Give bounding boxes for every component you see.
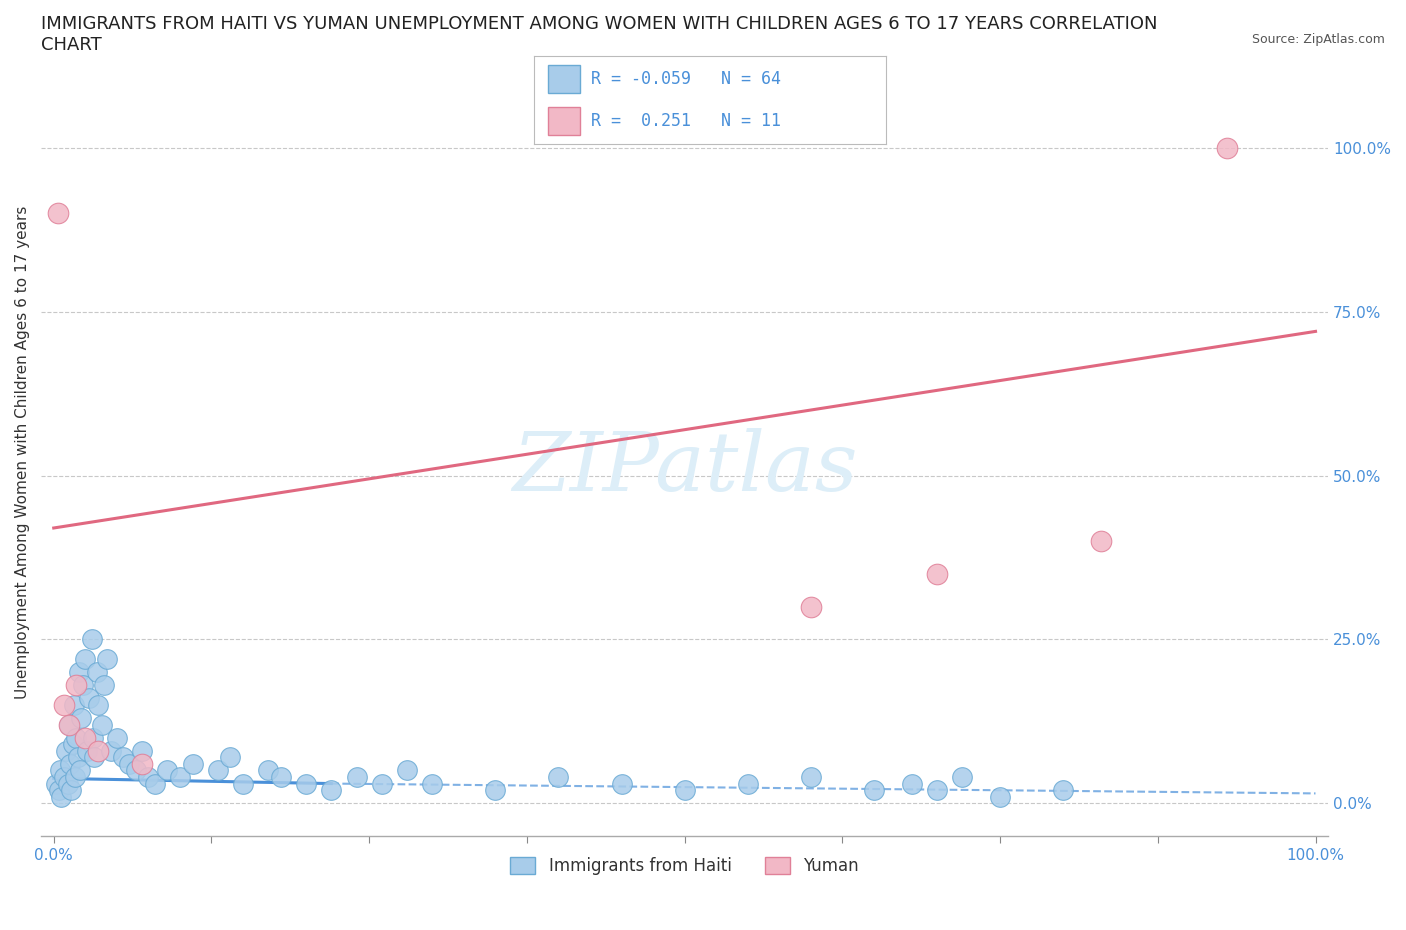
Point xyxy=(86,665,108,680)
FancyBboxPatch shape xyxy=(548,107,581,136)
Point xyxy=(72,678,94,693)
Point xyxy=(59,756,82,771)
Point xyxy=(105,730,128,745)
Point xyxy=(800,770,823,785)
Point xyxy=(58,717,80,732)
Point xyxy=(46,206,69,220)
Point xyxy=(93,678,115,693)
Point xyxy=(371,777,394,791)
Point xyxy=(181,756,204,771)
Point xyxy=(83,750,105,764)
Point xyxy=(925,783,948,798)
Point xyxy=(63,698,86,712)
Point xyxy=(232,777,254,791)
Point xyxy=(346,770,368,785)
FancyBboxPatch shape xyxy=(548,65,581,93)
Point xyxy=(988,790,1011,804)
Point xyxy=(51,790,73,804)
Point xyxy=(56,777,79,791)
Point xyxy=(1052,783,1074,798)
Point xyxy=(65,730,87,745)
Point xyxy=(52,698,75,712)
Point xyxy=(66,750,89,764)
Point xyxy=(925,566,948,581)
Point xyxy=(737,777,759,791)
Point xyxy=(1090,534,1112,549)
Point xyxy=(131,743,153,758)
Text: R =  0.251   N = 11: R = 0.251 N = 11 xyxy=(591,113,780,130)
Point xyxy=(49,763,72,777)
Point xyxy=(610,777,633,791)
Point xyxy=(900,777,922,791)
Point xyxy=(257,763,280,777)
Point xyxy=(90,717,112,732)
Point xyxy=(863,783,886,798)
Text: R = -0.059   N = 64: R = -0.059 N = 64 xyxy=(591,70,780,87)
Point xyxy=(950,770,973,785)
Point xyxy=(547,770,569,785)
Point xyxy=(45,777,67,791)
Point xyxy=(96,652,118,667)
Point xyxy=(125,763,148,777)
Point xyxy=(76,743,98,758)
Text: ZIPatlas: ZIPatlas xyxy=(512,428,858,508)
Point xyxy=(800,599,823,614)
Point xyxy=(82,730,104,745)
Point xyxy=(131,756,153,771)
Point xyxy=(112,750,135,764)
Point xyxy=(80,632,103,647)
Point xyxy=(156,763,179,777)
Point xyxy=(69,763,91,777)
Point xyxy=(58,717,80,732)
Legend: Immigrants from Haiti, Yuman: Immigrants from Haiti, Yuman xyxy=(503,850,866,882)
Point xyxy=(295,777,318,791)
Point xyxy=(52,770,75,785)
Point xyxy=(673,783,696,798)
Point xyxy=(118,756,141,771)
Point xyxy=(87,698,110,712)
Point xyxy=(420,777,443,791)
Point xyxy=(60,783,83,798)
Point xyxy=(100,743,122,758)
Point xyxy=(321,783,343,798)
Point xyxy=(77,691,100,706)
Point xyxy=(55,743,77,758)
Text: Source: ZipAtlas.com: Source: ZipAtlas.com xyxy=(1251,33,1385,46)
Point xyxy=(87,743,110,758)
Text: IMMIGRANTS FROM HAITI VS YUMAN UNEMPLOYMENT AMONG WOMEN WITH CHILDREN AGES 6 TO : IMMIGRANTS FROM HAITI VS YUMAN UNEMPLOYM… xyxy=(41,15,1157,54)
Point xyxy=(169,770,191,785)
Point xyxy=(63,770,86,785)
Point xyxy=(65,678,87,693)
Point xyxy=(207,763,229,777)
Point xyxy=(138,770,160,785)
Y-axis label: Unemployment Among Women with Children Ages 6 to 17 years: Unemployment Among Women with Children A… xyxy=(15,206,30,699)
Point xyxy=(75,652,97,667)
Point xyxy=(484,783,506,798)
Point xyxy=(48,783,70,798)
Point xyxy=(395,763,418,777)
Point xyxy=(62,737,84,751)
Point xyxy=(219,750,242,764)
Point xyxy=(75,730,97,745)
Point xyxy=(270,770,292,785)
Point xyxy=(70,711,93,725)
Point xyxy=(67,665,90,680)
Point xyxy=(1216,140,1239,155)
Point xyxy=(143,777,166,791)
